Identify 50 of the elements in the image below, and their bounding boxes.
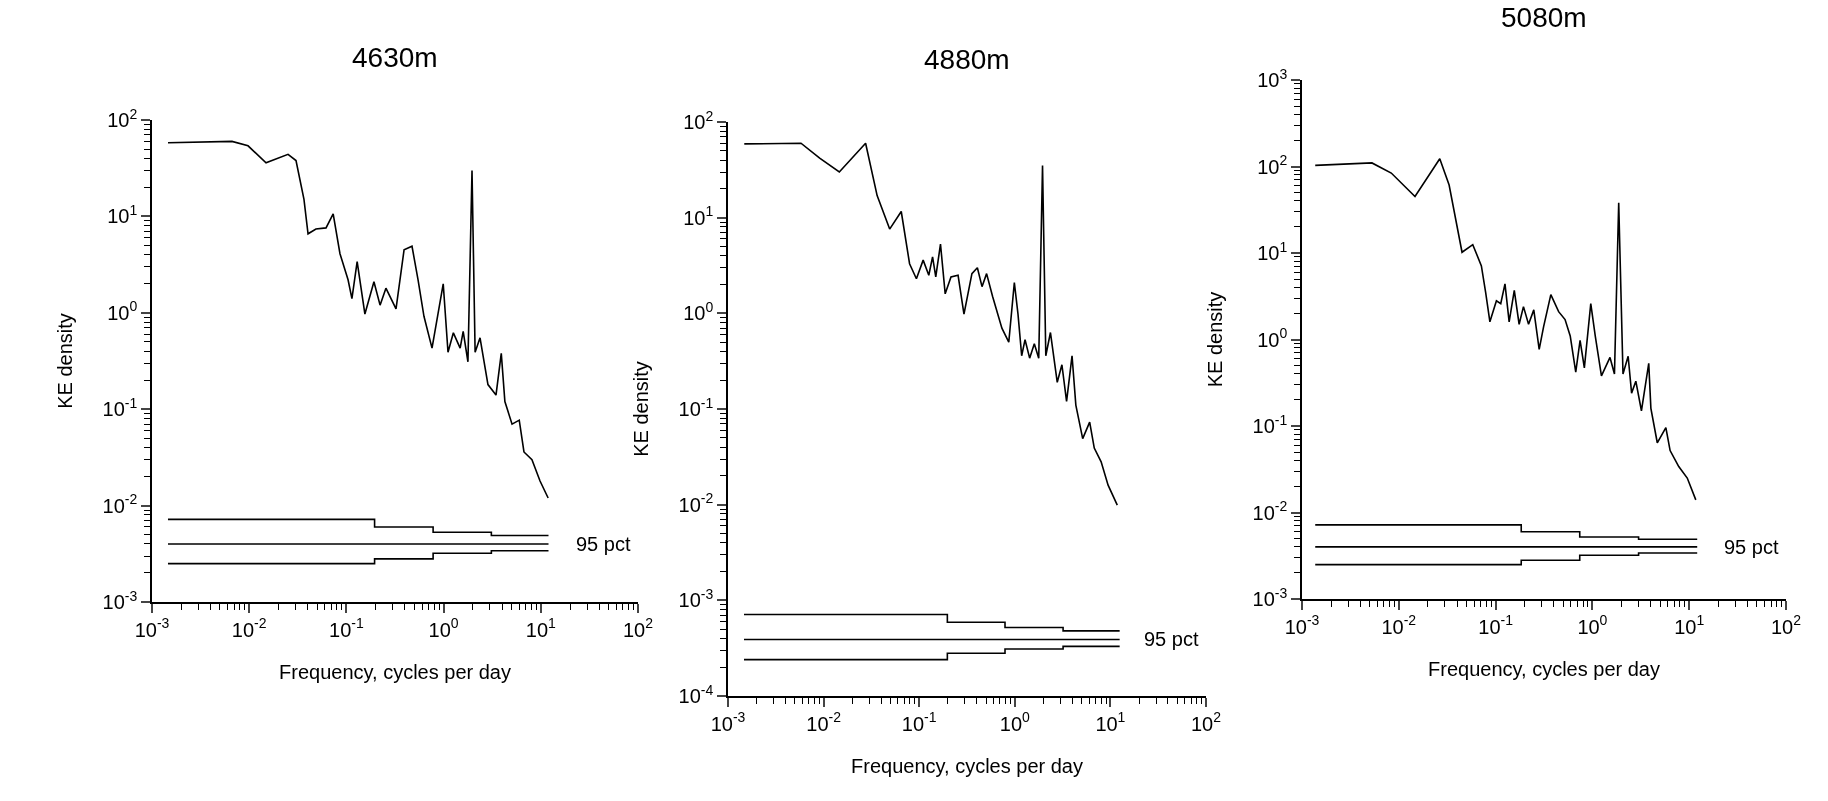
x-tick-label: 10$^{2}$ xyxy=(622,615,654,641)
chart-title: 4880m xyxy=(924,44,1010,75)
y-tick-label: 10$^{1}$ xyxy=(1257,238,1288,264)
y-axis-title: KE density xyxy=(629,361,652,457)
x-tick-label: 10$^{0}$ xyxy=(999,709,1031,735)
x-axis-title: Frequency, cycles per day xyxy=(851,754,1083,777)
y-axis-title: KE density xyxy=(1203,291,1226,388)
x-tick-label: 10$^{-3}$ xyxy=(134,615,170,641)
x-tick-label: 10$^{-1}$ xyxy=(329,615,364,641)
x-tick-label: 10$^{-2}$ xyxy=(1381,612,1417,638)
x-tick-label: 10$^{-3}$ xyxy=(710,709,746,735)
y-tick-label: 10$^{1}$ xyxy=(107,202,138,228)
annotation: 95 pct xyxy=(1144,628,1199,650)
y-tick-label: 10$^{1}$ xyxy=(683,203,714,229)
x-tick-label: 10$^{1}$ xyxy=(1674,612,1705,638)
y-tick-label: 10$^{0}$ xyxy=(107,298,138,324)
x-axis-title: Frequency, cycles per day xyxy=(279,660,511,683)
x-tick-label: 10$^{1}$ xyxy=(525,615,557,641)
x-tick-label: 10$^{-2}$ xyxy=(806,709,842,735)
y-tick-label: 10$^{-3}$ xyxy=(1252,584,1288,610)
annotation: 95 pct xyxy=(576,533,631,555)
y-tick-label: 10$^{2}$ xyxy=(1257,152,1288,178)
y-axis-title: KE density xyxy=(53,313,76,409)
x-tick-label: 10$^{0}$ xyxy=(1577,612,1608,638)
x-tick-label: 10$^{-3}$ xyxy=(1284,612,1320,638)
y-tick-label: 10$^{-3}$ xyxy=(678,585,714,612)
chart-title: 4630m xyxy=(352,42,438,73)
y-tick-label: 10$^{-4}$ xyxy=(678,681,714,707)
y-tick-label: 10$^{-2}$ xyxy=(678,490,714,516)
y-tick-label: 10$^{-3}$ xyxy=(102,587,138,613)
y-tick-label: 10$^{2}$ xyxy=(683,107,714,133)
y-tick-label: 10$^{-1}$ xyxy=(678,394,714,420)
y-tick-label: 10$^{-2}$ xyxy=(1252,498,1288,524)
y-tick-label: 10$^{-1}$ xyxy=(1252,411,1288,437)
x-tick-label: 10$^{2}$ xyxy=(1190,709,1222,735)
x-tick-label: 10$^{-1}$ xyxy=(901,709,937,735)
x-tick-label: 10$^{-2}$ xyxy=(231,615,267,641)
annotation: 95 pct xyxy=(1724,536,1779,558)
y-tick-label: 10$^{0}$ xyxy=(1257,325,1288,351)
x-tick-label: 10$^{1}$ xyxy=(1095,709,1126,735)
y-tick-label: 10$^{-2}$ xyxy=(102,491,138,517)
x-tick-label: 10$^{-1}$ xyxy=(1478,612,1514,638)
x-tick-label: 10$^{2}$ xyxy=(1770,612,1802,638)
y-tick-label: 10$^{2}$ xyxy=(107,105,138,131)
chart-title: 5080m xyxy=(1501,2,1587,33)
y-tick-label: 10$^{-1}$ xyxy=(102,394,138,421)
y-tick-label: 10$^{3}$ xyxy=(1257,65,1288,91)
x-tick-label: 10$^{0}$ xyxy=(428,615,459,641)
x-axis-title: Frequency, cycles per day xyxy=(1428,657,1660,680)
y-tick-label: 10$^{0}$ xyxy=(683,298,714,325)
